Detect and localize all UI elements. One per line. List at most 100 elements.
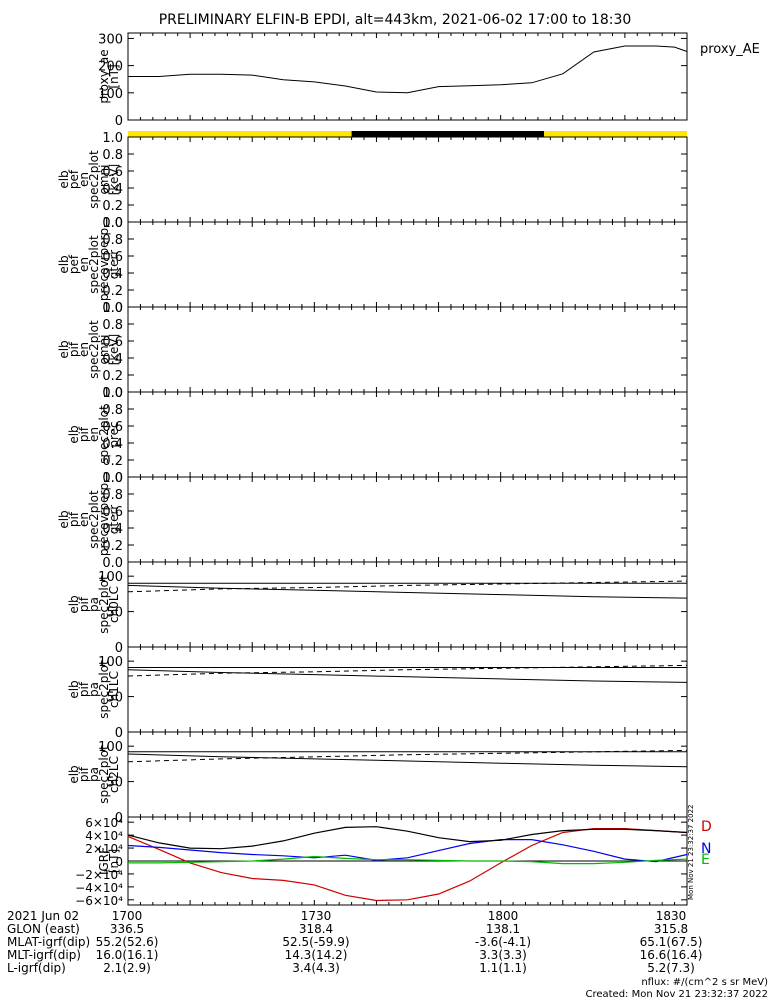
pef-en-omni-ytick-label: 0.2 [102,199,123,214]
igrf-series-E [128,855,688,865]
pif-pa-ch1LC-ylabel-line: pif [77,681,91,697]
footer-cell: 52.5(-59.9) [282,935,349,949]
footer-cell: 55.2(52.6) [96,935,159,949]
proxy-ae-legend: proxy_AE [700,42,760,57]
pif-pa-ch2LC-ylabel-line: ch2LC [107,756,121,793]
igrf-ytick-label: −6×10⁴ [75,894,123,908]
pif-en-omni-ylabel-line: pif [67,341,81,357]
pef-en-precovrperp-ytick-label: 0.2 [102,284,123,299]
pif-en-precovrperp-panel-frame [127,476,688,563]
pif-pa-ch1LC-line-1 [127,669,688,683]
pef-en-omni-ylabel-line: en [77,172,91,187]
igrf-ytick-label: 2×10⁴ [85,842,123,856]
pif-en-omni-ylabel-line: omni [97,335,111,365]
pef-en-omni-ylabel-line: pef [67,169,81,189]
proxy-ae-ytick-label: 200 [98,60,123,75]
pif-pa-ch0LC-line-2 [127,580,688,593]
pif-en-prec-ytick-label: 0.6 [102,420,123,435]
igrf-legend-n: N [701,841,711,857]
x-axis-tick-label: 1700 [112,909,143,923]
pef-en-precovrperp-ytick-label: 1.0 [102,216,123,231]
proxy-ae-ytick-label: 100 [98,87,123,102]
x-axis-tick-label: 1800 [488,909,519,923]
pif-pa-ch2LC-panel-frame [127,731,688,818]
pif-en-prec-ylabel-line: spec2plot [97,405,111,464]
pif-en-prec-ylabel-line: elb [67,425,81,443]
pif-pa-ch2LC-ytick-label: 50 [106,776,123,791]
pif-en-omni-ytick-label: 0.6 [102,335,123,350]
footer-cell: 336.5 [110,922,144,936]
pif-en-prec-ytick-label: 0.4 [102,437,123,452]
pef-en-omni-panel-frame [127,136,688,223]
pif-en-precovrperp-ylabel-line: precovrperp [97,483,111,556]
pif-pa-ch2LC-ytick-label: 0 [115,811,123,826]
x-axis-tick-label: 1730 [301,909,332,923]
proxy-ae-ylabel-line: proxy_ae [97,49,111,103]
footer-cell: 3.3(3.3) [479,948,527,962]
footer-cell: -3.6(-4.1) [475,935,531,949]
pif-en-prec-ytick-label: 0.0 [102,471,123,486]
pef-en-precovrperp-ylabel-line: gterr [107,250,121,279]
igrf-ytick-label: 4×10⁴ [85,829,123,843]
pif-en-precovrperp-ytick-label: 0.2 [102,539,123,554]
pef-en-omni-ylabel-line: omni [97,165,111,195]
footer-row-label: MLAT-igrf(dip) [7,935,90,949]
pif-en-omni-ylabel-line: spec2plot [87,320,101,379]
pif-pa-ch1LC-ytick-label: 50 [106,691,123,706]
pef-en-omni-ylabel-line: [keV] [107,164,121,195]
pif-pa-ch1LC-panel-frame [127,646,688,733]
pif-en-omni-ytick-label: 0.4 [102,352,123,367]
igrf-legend-d: D [701,819,712,835]
pef-en-omni-ytick-label: 0.6 [102,165,123,180]
pif-en-omni-ytick-label: 0.8 [102,318,123,333]
pef-en-precovrperp-panel-frame [127,221,688,308]
pif-pa-ch0LC-ytick-label: 100 [98,570,123,585]
pif-en-precovrperp-ylabel-line: en [77,512,91,527]
pef-en-omni-ylabel-line: spec2plot [87,150,101,209]
pef-en-precovrperp-ytick-label: 0.8 [102,233,123,248]
sunlit-bar-segment [351,131,545,137]
igrf-ytick-label: 6×10⁴ [85,816,123,830]
pef-en-precovrperp-ylabel-line: spec2plot [87,235,101,294]
proxy-ae-line [128,45,688,94]
pif-pa-ch1LC-ylabel-line: pa [87,682,101,697]
pif-pa-ch2LC-ylabel-line: pif [77,766,91,782]
pif-pa-ch1LC-ytick-label: 0 [115,726,123,741]
pef-en-precovrperp-ytick-label: 0.0 [102,301,123,316]
pif-en-prec-panel-frame [127,391,688,478]
footer-row-label: GLON (east) [7,922,80,936]
pef-en-precovrperp-ylabel-line: precovrperp [97,228,111,301]
footer-row-label: 2021 Jun 02 [7,909,79,923]
proxy-ae-ytick-label: 0 [115,114,123,129]
pef-en-omni-ytick-label: 0.4 [102,182,123,197]
footer-cell: 3.4(4.3) [292,961,340,975]
pef-en-precovrperp-ylabel-line: en [77,257,91,272]
pif-pa-ch2LC-ytick-label: 100 [98,740,123,755]
sunlit-bar-segment [128,131,352,137]
pif-en-omni-ytick-label: 1.0 [102,301,123,316]
pif-en-prec-ylabel-line: prec [107,421,121,447]
plot-panels: 3002001000proxy_ae[nT]proxy_AE1.00.80.60… [57,32,760,907]
pif-pa-ch0LC-ylabel-line: pif [77,596,91,612]
footer-cell: 315.8 [654,922,688,936]
igrf-ylabel-line: [nT] [107,849,121,873]
footer-row-label: MLT-igrf(dip) [7,948,81,962]
pif-pa-ch1LC-ytick-label: 100 [98,655,123,670]
x-axis-tick-label: 1830 [656,909,687,923]
proxy-ae-ylabel-line: [nT] [107,64,121,88]
pef-en-precovrperp-ylabel-line: elb [57,255,71,273]
pef-en-omni-ytick-label: 1.0 [102,131,123,146]
pif-en-precovrperp-ytick-label: 0.8 [102,488,123,503]
pif-en-precovrperp-ytick-label: 0.0 [102,556,123,571]
igrf-legend-e: E [701,852,710,868]
footer-cell: 16.6(16.4) [640,948,703,962]
footer-cell: 16.0(16.1) [96,948,159,962]
pif-en-prec-ytick-label: 1.0 [102,386,123,401]
igrf-ytick-label: 0 [115,855,123,869]
igrf-ytick-label: −4×10⁴ [75,881,123,895]
sunlit-bar-segment [544,131,687,137]
pif-pa-ch2LC-ylabel-line: pa [87,767,101,782]
pif-en-prec-ytick-label: 0.8 [102,403,123,418]
